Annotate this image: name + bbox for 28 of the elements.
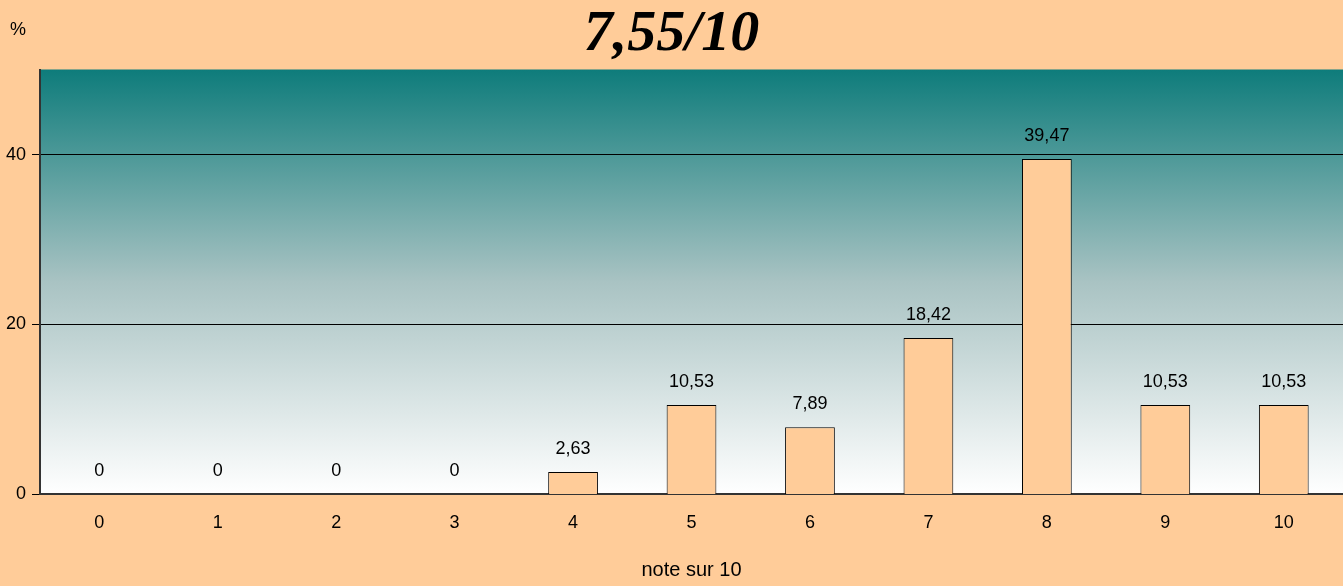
data-label: 2,63 — [555, 438, 591, 459]
data-label: 18,42 — [905, 303, 951, 324]
data-label: 0 — [449, 460, 460, 481]
data-label: 10,53 — [1261, 370, 1307, 391]
x-tick-label: 8 — [1041, 512, 1052, 533]
x-tick-label: 5 — [686, 512, 697, 533]
data-label: 0 — [331, 460, 342, 481]
x-tick-label: 9 — [1160, 512, 1171, 533]
y-tick-label: 40 — [5, 143, 27, 164]
x-tick-label: 0 — [94, 512, 105, 533]
data-label: 0 — [94, 460, 105, 481]
x-tick-label: 3 — [449, 512, 460, 533]
x-tick-label: 7 — [923, 512, 934, 533]
y-tick-label: 0 — [16, 483, 27, 504]
y-tick-label: 20 — [5, 313, 27, 334]
data-label: 7,89 — [792, 393, 828, 414]
data-label: 10,53 — [668, 370, 715, 391]
chart-title: 7,55/10 — [583, 0, 760, 63]
x-tick-label: 4 — [568, 512, 579, 533]
x-tick-label: 6 — [804, 512, 815, 533]
x-tick-label: 1 — [212, 512, 223, 533]
data-label: 39,47 — [1024, 125, 1070, 146]
data-label: 0 — [212, 460, 223, 481]
x-tick-label: 10 — [1273, 512, 1294, 533]
data-label: 10,53 — [1142, 370, 1188, 391]
y-axis-title: % — [10, 18, 27, 39]
x-axis-title: note sur 10 — [641, 557, 742, 580]
x-tick-label: 2 — [331, 512, 342, 533]
